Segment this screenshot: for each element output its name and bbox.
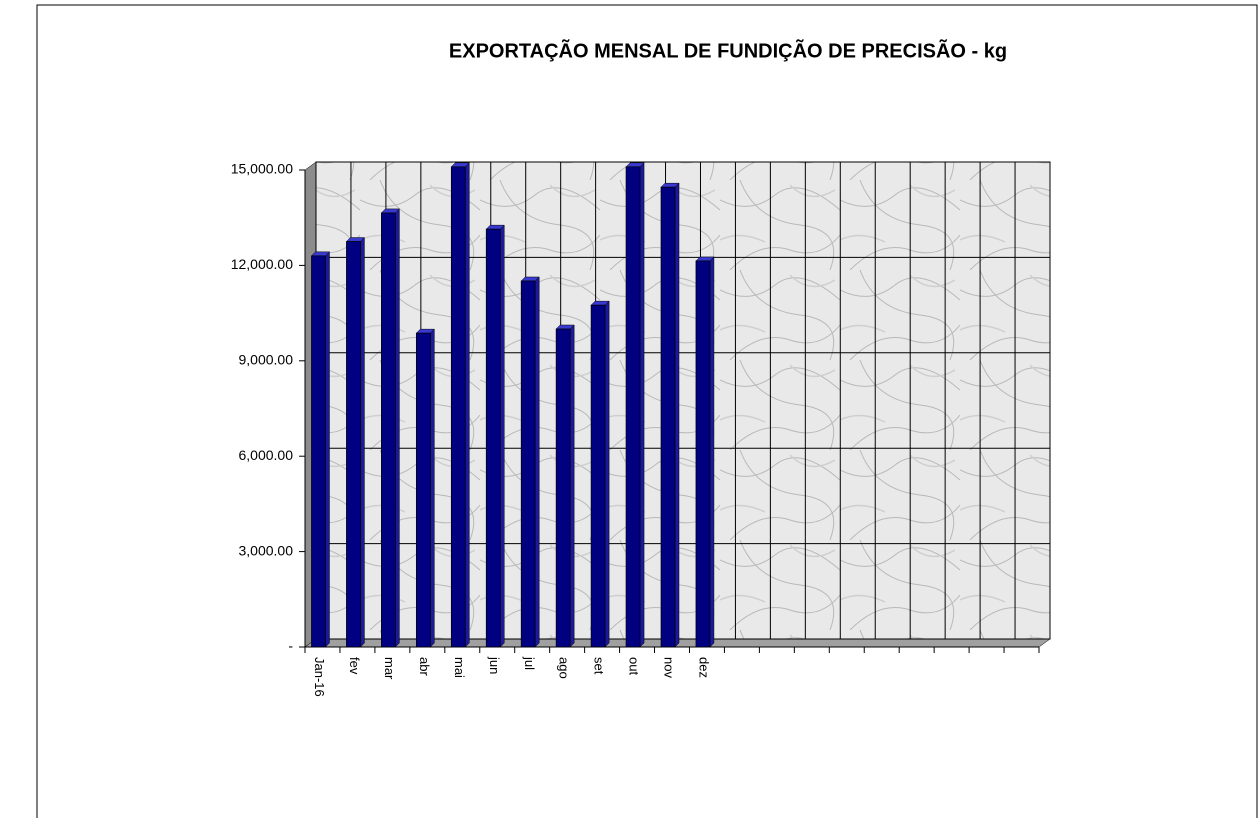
bar-side <box>534 276 540 648</box>
x-tick-label: ago <box>557 657 572 679</box>
bar-side <box>499 224 505 648</box>
bar <box>625 166 641 648</box>
x-tick-label: jul <box>522 656 537 670</box>
bar-side <box>639 162 645 648</box>
x-tick-label: set <box>592 657 607 675</box>
x-tick-label: dez <box>697 657 712 678</box>
bar-side <box>395 208 400 648</box>
bar <box>485 228 501 648</box>
bar <box>415 332 431 648</box>
bar <box>660 186 676 648</box>
y-tick-label: 3,000.00 <box>239 542 294 558</box>
y-tick-label: 12,000.00 <box>231 256 293 272</box>
bar-side <box>674 182 680 648</box>
back-wall <box>315 161 1051 640</box>
x-tick-label: abr <box>417 657 432 676</box>
bar-side <box>360 236 365 648</box>
x-tick-label: Jan-16 <box>312 657 327 697</box>
bar-side <box>430 328 435 648</box>
y-tick-label: 15,000.00 <box>231 161 293 177</box>
x-tick-label: mai <box>452 657 467 678</box>
bar-side <box>709 256 715 648</box>
bar <box>555 328 571 648</box>
bar-side <box>569 324 575 648</box>
y-tick-label: 6,000.00 <box>239 447 294 463</box>
x-tick-label: jun <box>487 656 502 674</box>
bar-side <box>465 162 470 648</box>
bar <box>381 212 396 648</box>
bar <box>311 255 326 648</box>
y-tick-label: 9,000.00 <box>239 352 294 368</box>
y-tick-label: - <box>288 638 293 654</box>
x-tick-label: fev <box>347 657 362 675</box>
bar <box>450 166 466 648</box>
bar <box>695 260 711 648</box>
x-tick-label: out <box>627 657 642 675</box>
bar <box>346 241 361 648</box>
x-tick-label: nov <box>662 657 677 678</box>
x-tick-label: mar <box>382 657 397 680</box>
bar <box>520 280 536 648</box>
bar <box>590 304 606 648</box>
chart-title: EXPORTAÇÃO MENSAL DE FUNDIÇÃO DE PRECISÃ… <box>449 39 1007 62</box>
bar-side <box>604 300 610 648</box>
bar-side <box>325 251 330 648</box>
